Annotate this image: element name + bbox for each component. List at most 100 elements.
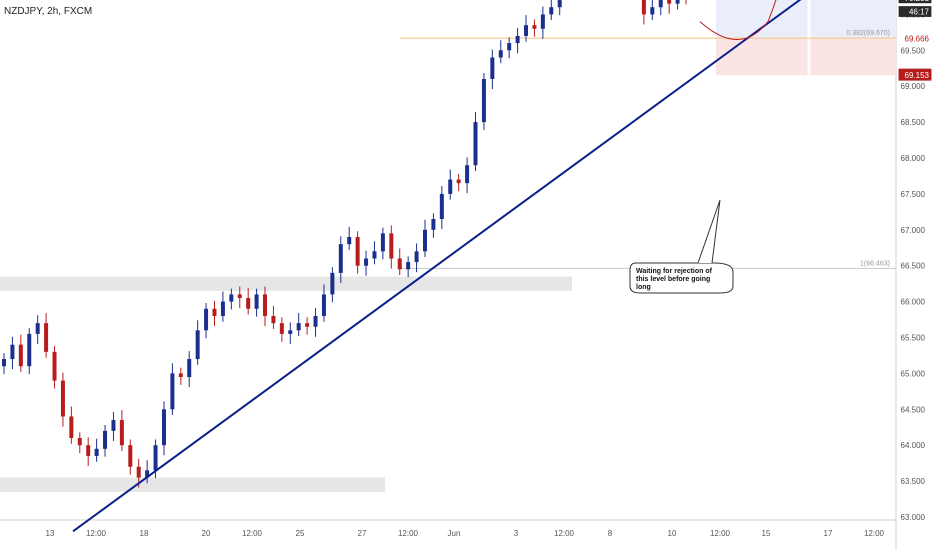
candle-body: [465, 165, 470, 184]
candle-body: [111, 420, 116, 431]
x-tick-label: 12:00: [398, 529, 419, 538]
y-tick-label: 64.500: [901, 405, 926, 414]
candle-body: [372, 251, 377, 259]
price-badge: [898, 69, 932, 81]
candle-body: [422, 229, 427, 252]
x-tick-label: 10: [668, 529, 677, 538]
candle-body: [86, 445, 91, 456]
y-tick-label: 69.000: [901, 82, 926, 91]
candle-body: [406, 262, 411, 270]
candle-body: [103, 430, 108, 449]
candle-body: [330, 272, 335, 295]
candle-body: [119, 420, 124, 446]
candle-body: [204, 308, 209, 331]
x-tick-label: 15: [762, 529, 771, 538]
candle-body: [136, 466, 141, 478]
x-tick-label: 27: [358, 529, 367, 538]
candle-body: [431, 219, 436, 230]
candle-body: [288, 330, 293, 334]
y-tick-label: 65.500: [901, 334, 926, 343]
fib-level-label: 1(66.463): [860, 260, 890, 267]
candle-body: [515, 35, 520, 44]
x-tick-label: 25: [296, 529, 305, 538]
candle-body: [187, 359, 192, 377]
price-badge-label: 69.666: [905, 34, 930, 43]
candle-body: [246, 298, 251, 309]
candle-body: [380, 233, 385, 252]
candle-body: [128, 445, 133, 467]
x-tick-label: Jun: [448, 529, 461, 538]
candle-body: [145, 470, 150, 478]
callout-pointer: [697, 199, 721, 264]
candle-body: [448, 179, 453, 194]
candle-body: [170, 373, 175, 410]
y-tick-label: 63.000: [901, 513, 926, 522]
trendline: [72, 0, 802, 533]
candle-body: [18, 344, 23, 367]
stop-zone-box: [716, 38, 896, 76]
candle-body: [641, 0, 646, 15]
candle-body: [237, 294, 242, 299]
candle-body: [456, 179, 461, 184]
candle-body: [27, 333, 32, 367]
candle-body: [389, 233, 394, 259]
candle-body: [94, 448, 99, 456]
candle-body: [481, 79, 486, 123]
candle-body: [77, 438, 82, 446]
fib-level-label: 0.382(69.670): [846, 30, 890, 37]
candle-body: [212, 308, 217, 316]
x-tick-label: 13: [46, 529, 55, 538]
candle-body: [557, 0, 562, 8]
candle-body: [254, 294, 259, 309]
price-badge-label: 46:17: [909, 8, 930, 17]
y-tick-label: 63.500: [901, 477, 926, 486]
candle-body: [35, 323, 40, 334]
candle-body: [498, 50, 503, 58]
x-tick-label: 12:00: [554, 529, 575, 538]
candle-body: [507, 43, 512, 51]
x-tick-label: 12:00: [864, 529, 885, 538]
projection-arrow: [699, 0, 777, 41]
y-tick-label: 65.000: [901, 369, 926, 378]
candle-body: [532, 25, 537, 29]
candle-body: [60, 380, 65, 417]
x-tick-label: 20: [202, 529, 211, 538]
x-tick-label: 8: [608, 529, 613, 538]
y-tick-label: 69.500: [901, 46, 926, 55]
price-badge: [898, 0, 932, 4]
candle-body: [220, 301, 225, 316]
candle-body: [540, 14, 545, 29]
y-tick-label: 64.000: [901, 441, 926, 450]
candle-body: [675, 0, 680, 4]
x-tick-label: 12:00: [242, 529, 263, 538]
candle-body: [355, 236, 360, 266]
candle-body: [195, 330, 200, 360]
price-badge-label: 69.153: [905, 71, 930, 80]
support-resistance-zone: [0, 477, 385, 492]
target-zone-box: [716, 0, 896, 39]
candle-body: [397, 258, 402, 270]
candle-body: [69, 416, 74, 439]
annotation-text: Waiting for rejection of: [636, 268, 713, 275]
x-tick-label: 18: [140, 529, 149, 538]
candle-body: [263, 294, 268, 316]
candle-body: [439, 193, 444, 220]
x-tick-label: 17: [824, 529, 833, 538]
callout-box: [629, 262, 734, 294]
annotation-text: this level before going: [636, 276, 710, 283]
y-tick-label: 66.000: [901, 298, 926, 307]
candle-body: [296, 323, 301, 331]
candle-body: [313, 315, 318, 327]
x-tick-label: 3: [514, 529, 519, 538]
candle-body: [524, 25, 529, 36]
candle-body: [305, 323, 310, 327]
candle-body: [153, 445, 158, 471]
y-tick-label: 67.500: [901, 190, 926, 199]
candle-body: [473, 122, 478, 166]
candle-body: [414, 251, 419, 263]
candle-body: [549, 7, 554, 15]
candle-body: [2, 359, 6, 367]
price-badge-label: 70.231: [905, 0, 930, 3]
candle-body: [364, 258, 369, 266]
